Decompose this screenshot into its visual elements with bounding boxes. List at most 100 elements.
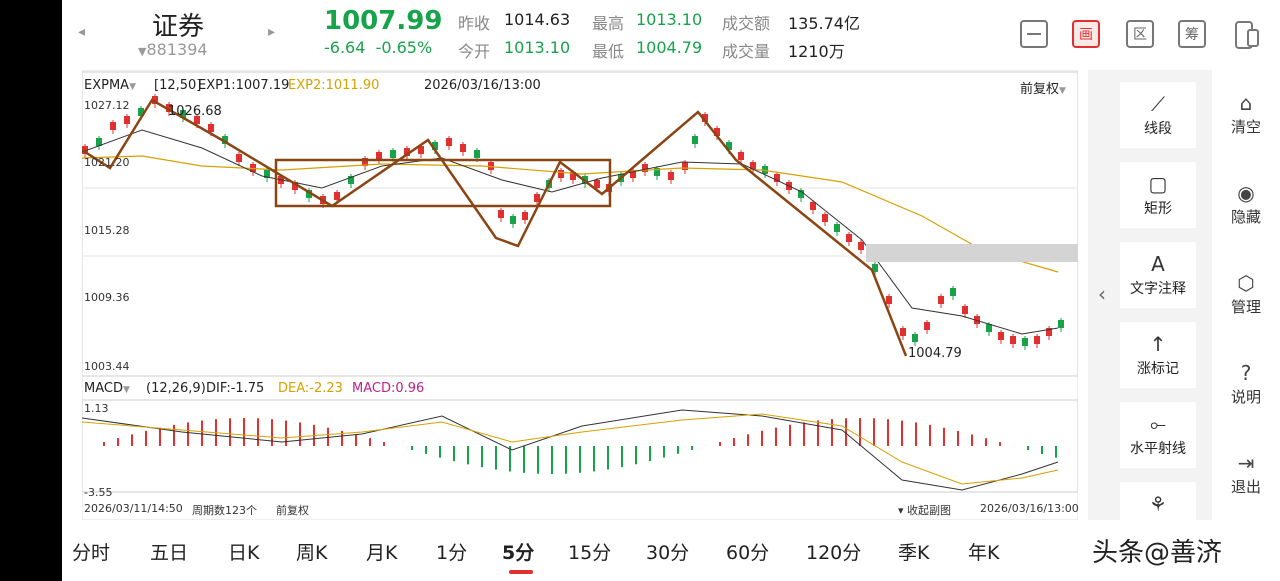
candle-body-10 (222, 136, 228, 144)
tab-1min[interactable]: 1分 (436, 542, 468, 564)
tab-5min[interactable]: 5分 (502, 542, 535, 564)
minimize-icon[interactable] (1020, 20, 1048, 48)
tab-15min[interactable]: 15分 (568, 542, 612, 564)
drawn-rectangle (274, 158, 612, 208)
collapse-panel-icon[interactable]: ‹ (1098, 282, 1106, 306)
candle-body-64 (912, 334, 918, 342)
tab-wuri[interactable]: 五日 (150, 542, 189, 564)
candle-body-16 (306, 190, 312, 198)
candle-body-35 (558, 170, 564, 178)
tool-horizontal-ray[interactable]: ⟜ 水平射线 (1120, 402, 1196, 468)
tab-60min[interactable]: 60分 (726, 542, 770, 564)
candle-body-74 (1034, 336, 1040, 344)
period-tabs: 分时 五日 日K 周K 月K 1分 5分 15分 30分 60分 120分 季K… (62, 522, 1280, 581)
candle-body-29 (488, 162, 494, 170)
candle-body-5 (152, 96, 158, 104)
candle-body-9 (208, 124, 214, 132)
chip-icon[interactable]: 筹 (1178, 20, 1206, 48)
tab-yearly[interactable]: 年K (968, 542, 1000, 564)
candle-body-6 (166, 104, 172, 112)
adjust-dropdown-icon: ▼ (1059, 86, 1066, 96)
candle-body-42 (642, 164, 648, 172)
macd-dea-line (81, 413, 1059, 485)
interval-icon[interactable]: 区 (1126, 20, 1154, 48)
low-value: 1004.79 (636, 38, 703, 57)
y-label-4: 1009.36 (84, 291, 130, 304)
candle-body-59 (846, 234, 852, 242)
y-label-5: 1003.44 (84, 360, 130, 373)
low-label: 最低 (592, 42, 625, 61)
candle-body-56 (810, 202, 816, 210)
menu-exit[interactable]: ⇥ 退出 (1212, 450, 1280, 497)
tab-daily[interactable]: 日K (228, 542, 260, 564)
candle-body-57 (822, 214, 828, 222)
prev-close-label: 昨收 (458, 14, 491, 33)
right-menu: ⌂ 清空 ◉ 隐藏 ⬡ 管理 ? 说明 ⇥ 退出 (1212, 70, 1280, 520)
tool-more[interactable]: ⚘ (1120, 482, 1196, 520)
candle-body-65 (924, 322, 930, 330)
candle-body-13 (264, 170, 270, 178)
candle-body-28 (474, 150, 480, 158)
tab-30min[interactable]: 30分 (646, 542, 690, 564)
next-stock-icon[interactable]: ▸ (268, 24, 276, 40)
prev-close-value: 1014.63 (504, 10, 571, 29)
tab-monthly[interactable]: 月K (366, 542, 398, 564)
device-switch-icon[interactable] (1230, 18, 1260, 50)
footer-adjust: 前复权 (276, 504, 309, 517)
exp1-line (81, 129, 1059, 335)
tab-120min[interactable]: 120分 (806, 542, 862, 564)
high-label: 最高 (592, 14, 625, 33)
stock-code[interactable]: ▼881394 (138, 40, 208, 59)
candle-body-62 (886, 296, 892, 304)
menu-help[interactable]: ? 说明 (1212, 360, 1280, 407)
candle-body-38 (594, 180, 600, 188)
exit-icon: ⇥ (1237, 451, 1255, 475)
watermark: 头条@善济 (1092, 538, 1223, 568)
menu-clear[interactable]: ⌂ 清空 (1212, 90, 1280, 137)
highlight-band (866, 244, 1078, 262)
candle-body-24 (418, 146, 424, 154)
candle-body-36 (570, 172, 576, 180)
tab-quarterly[interactable]: 季K (898, 542, 930, 564)
tool-segment[interactable]: ⟋ 线段 (1120, 82, 1196, 148)
candle-body-27 (460, 144, 466, 152)
candle-body-58 (834, 224, 840, 232)
candle-body-0 (82, 146, 88, 154)
candle-body-51 (750, 162, 756, 170)
change-percent: -0.65% (375, 38, 433, 57)
kline-chart[interactable]: EXPMA▼ [12,50] EXP1:1007.19 EXP2:1011.90… (81, 69, 1079, 521)
high-value: 1013.10 (636, 10, 703, 29)
code-dropdown-icon: ▼ (138, 45, 147, 58)
open-label: 今开 (458, 42, 491, 61)
macd-y-top: 1.13 (84, 402, 109, 415)
draw-icon[interactable]: 画 (1072, 20, 1100, 48)
low-marker-label: 1004.79 (908, 346, 962, 361)
indicator-dropdown-icon: ▼ (129, 82, 136, 92)
macd-indicator-name[interactable]: MACD▼ (84, 381, 130, 396)
main-indicator-params: [12,50] (154, 78, 202, 93)
tool-up-mark[interactable]: ↑ 涨标记 (1120, 322, 1196, 388)
adjust-selector[interactable]: 前复权▼ (1020, 82, 1066, 97)
collapse-icon: ▾ (898, 504, 908, 517)
candle-body-48 (714, 128, 720, 136)
clear-icon: ⌂ (1239, 91, 1253, 115)
tab-weekly[interactable]: 周K (296, 542, 328, 564)
tool-rectangle[interactable]: ▢ 矩形 (1120, 162, 1196, 228)
tab-fenshi[interactable]: 分时 (72, 542, 111, 564)
turnover-value: 135.74亿 (788, 14, 860, 33)
prev-stock-icon[interactable]: ◂ (78, 24, 86, 40)
app-window: ◂ 证券 ▼881394 ▸ 1007.99 -6.64 -0.65% 昨收 1… (62, 0, 1280, 581)
drawn-trend-line (81, 98, 908, 357)
candle-body-50 (738, 152, 744, 160)
candle-body-61 (872, 264, 878, 272)
menu-manage[interactable]: ⬡ 管理 (1212, 270, 1280, 317)
drawing-tools-panel: ‹ ⟋ 线段 ▢ 矩形 A 文字注释 ↑ 涨标记 ⟜ 水平射线 ⚘ (1088, 70, 1238, 520)
candle-body-63 (900, 328, 906, 336)
candle-body-26 (446, 138, 452, 146)
tool-text-annotation[interactable]: A 文字注释 (1120, 242, 1196, 308)
chart-svg (81, 69, 1079, 521)
menu-hide[interactable]: ◉ 隐藏 (1212, 180, 1280, 227)
up-mark-icon: ↑ (1149, 332, 1167, 356)
collapse-subchart-button[interactable]: ▾ 收起副图 (898, 504, 952, 517)
main-indicator-name[interactable]: EXPMA▼ (84, 78, 136, 93)
